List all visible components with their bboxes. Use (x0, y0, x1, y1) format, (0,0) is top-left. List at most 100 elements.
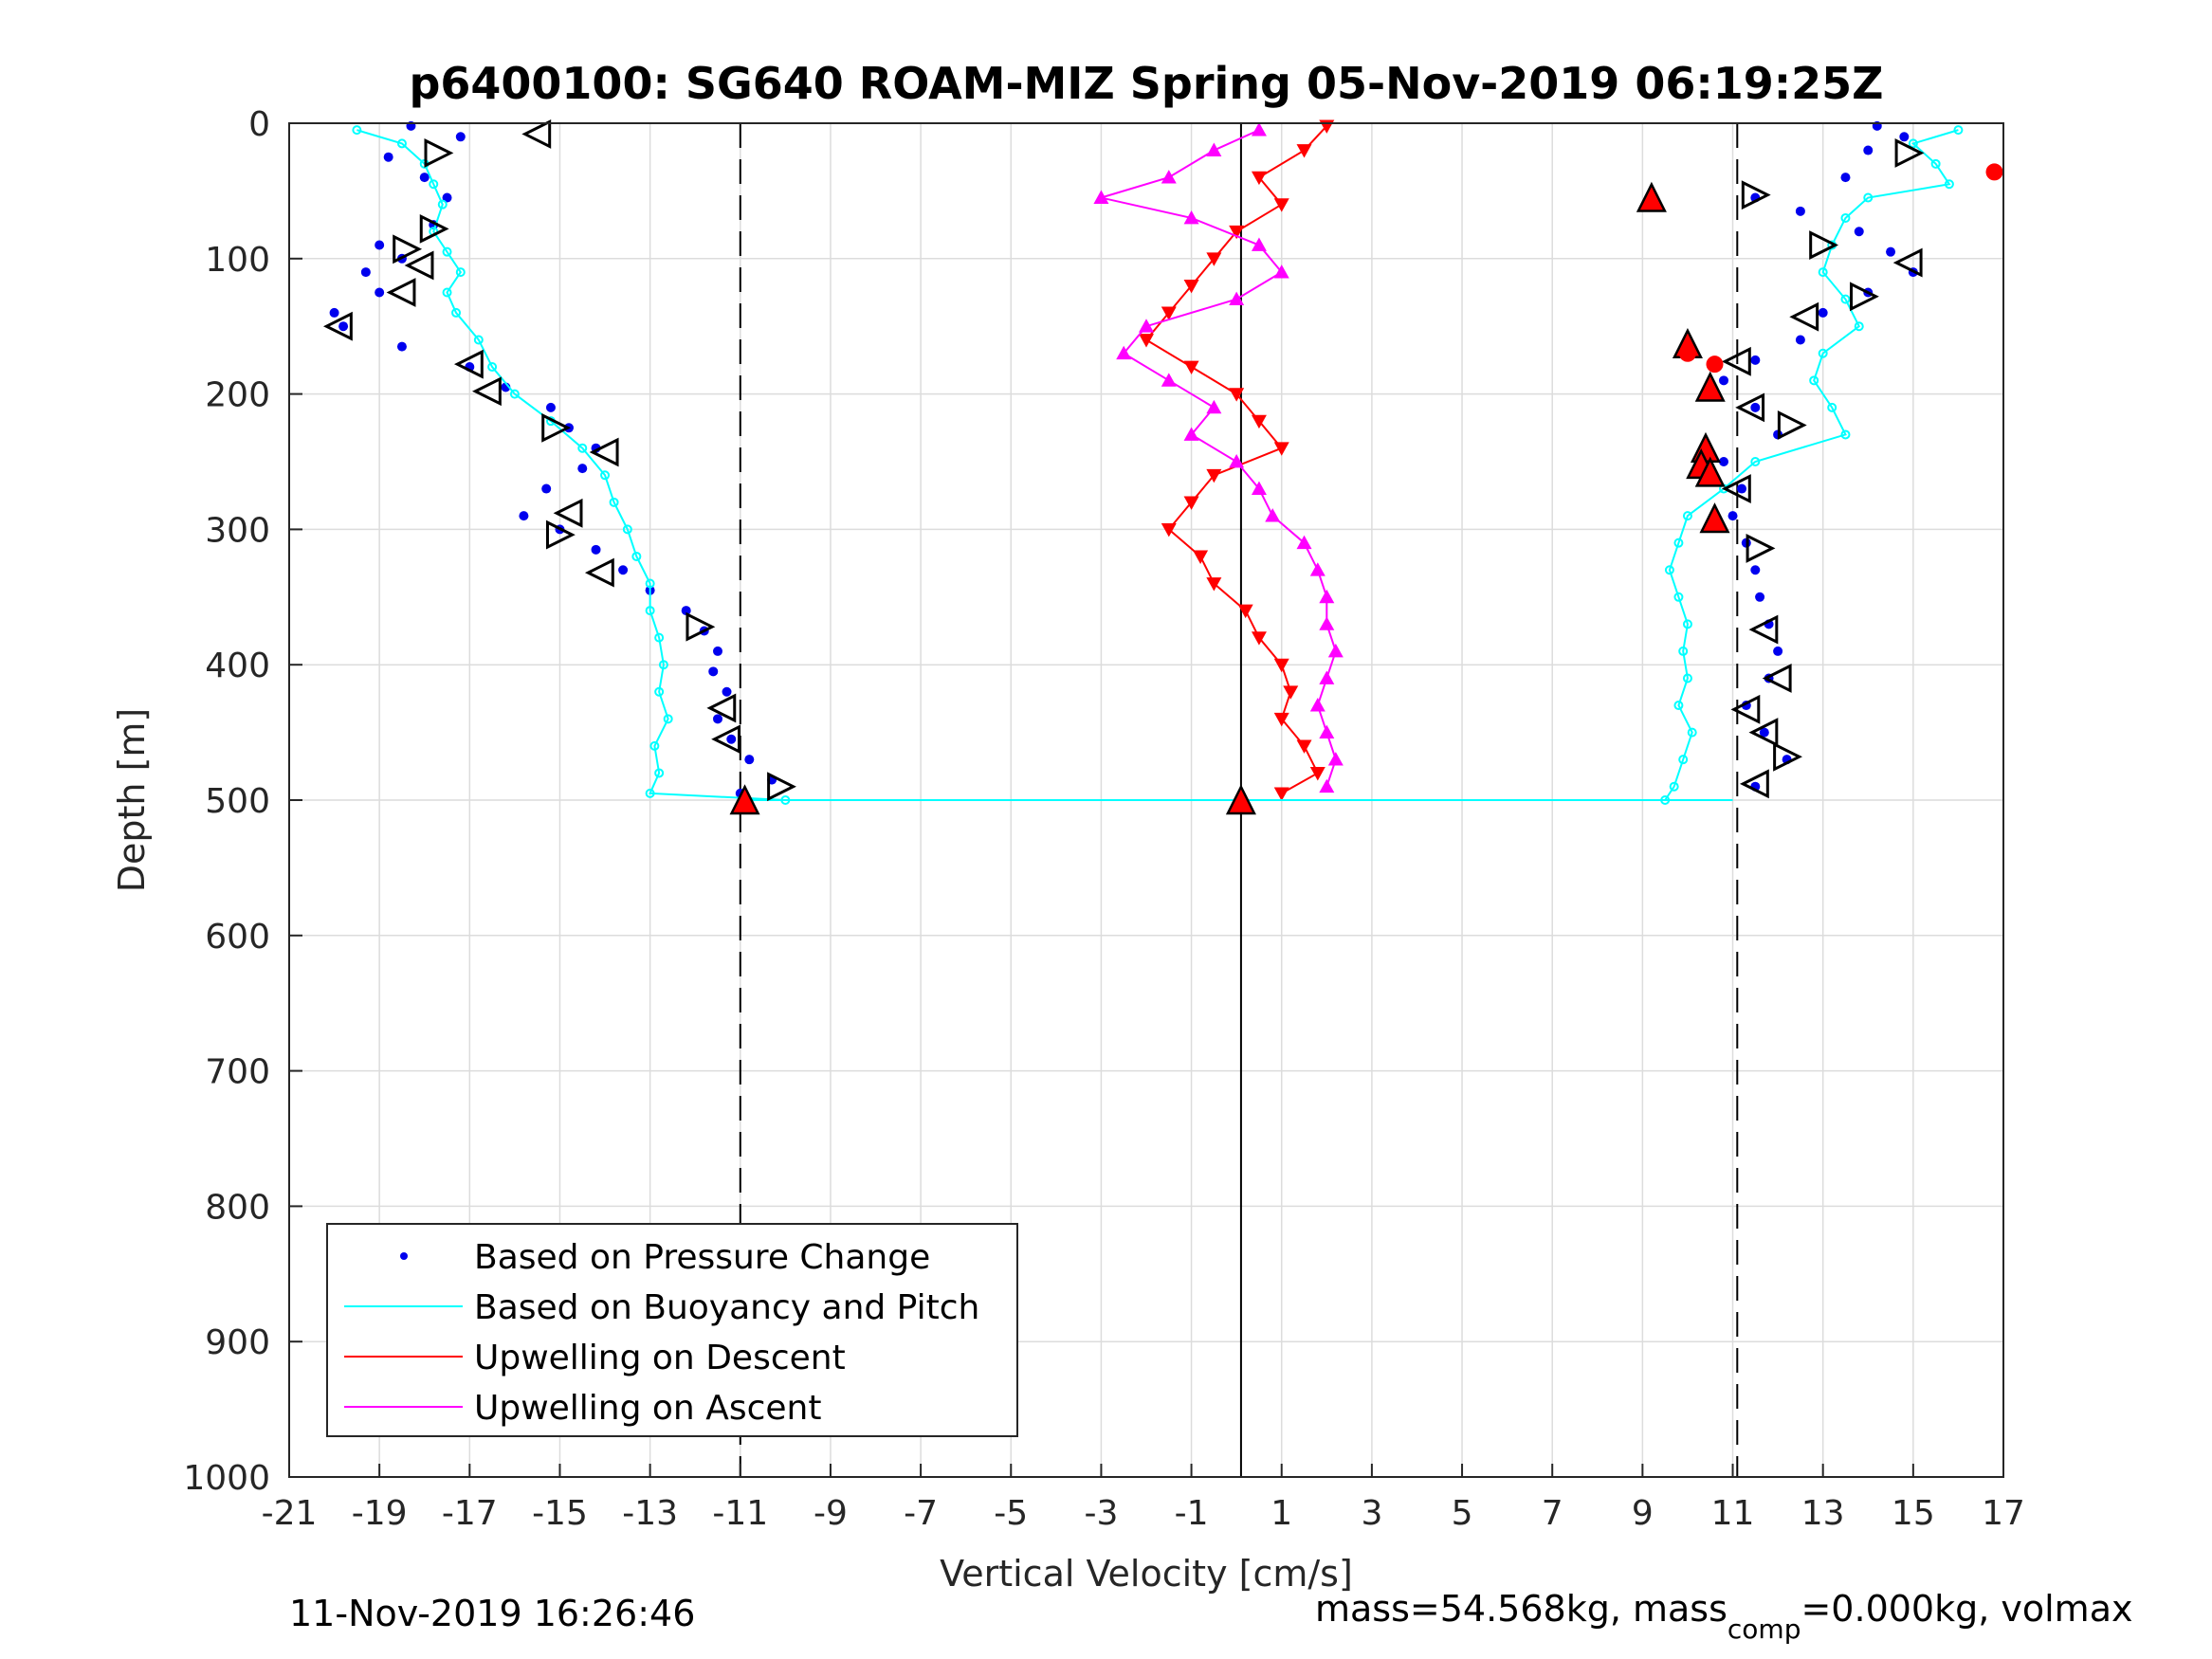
triangle-marker (322, 311, 353, 341)
buoyancy-point (654, 768, 665, 778)
pressure-point (618, 565, 629, 575)
pressure-point (519, 511, 529, 521)
buoyancy-point (654, 632, 665, 643)
pressure-point (338, 321, 349, 332)
pressure-point (1728, 511, 1738, 521)
pressure-point (1750, 402, 1761, 412)
x-tick-label: 5 (1452, 1494, 1473, 1533)
triangle-marker (1748, 718, 1779, 748)
buoyancy-point (1818, 348, 1828, 358)
buoyancy-point (1673, 538, 1684, 548)
x-tick-label: 1 (1271, 1494, 1292, 1533)
legend-label-descent: Upwelling on Descent (474, 1339, 846, 1377)
triangle-marker (404, 250, 434, 281)
pressure-point (726, 734, 737, 744)
footer-mass-suffix: =0.000kg, volmax (1801, 1588, 2132, 1630)
descent-point (1273, 787, 1289, 801)
descent-point (1251, 171, 1267, 186)
pressure-point (722, 686, 732, 697)
descent-point (1183, 279, 1199, 294)
triangle-marker (1773, 741, 1802, 772)
buoyancy-point (1678, 755, 1689, 765)
ascent-point (1183, 427, 1199, 441)
footer-mass-prefix: mass=54.568kg, mass (1315, 1588, 1728, 1630)
triangle-marker (767, 772, 796, 802)
red-dot-marker (1678, 344, 1696, 362)
pressure-point (396, 341, 407, 352)
x-tick-label: -3 (1084, 1494, 1118, 1533)
triangle-marker (686, 611, 716, 642)
ascent-point (1265, 508, 1281, 522)
pressure-point (1795, 335, 1805, 345)
pressure-point (455, 132, 466, 142)
y-tick-label: 200 (205, 376, 270, 415)
x-tick-label: 9 (1632, 1494, 1654, 1533)
triangle-marker (1741, 180, 1771, 210)
ascent-point (1319, 670, 1335, 684)
triangle-marker (1730, 694, 1761, 724)
pressure-point (577, 464, 588, 474)
y-tick-label: 800 (205, 1188, 270, 1227)
triangle-marker (1735, 392, 1765, 423)
triangle-marker (1894, 137, 1925, 168)
descent-point (1273, 712, 1289, 727)
y-tick-label: 300 (205, 511, 270, 550)
buoyancy-point (609, 497, 619, 507)
triangle-marker (1762, 664, 1792, 693)
pressure-point (1899, 132, 1910, 142)
buoyancy-point (1854, 321, 1864, 332)
series-layer (329, 119, 1964, 1477)
descent-point (1273, 442, 1289, 456)
buoyancy-point (1809, 375, 1819, 386)
y-axis: 0 100 200 300 400 500 600 700 800 900 1000 (183, 105, 302, 1498)
x-tick-label: -19 (352, 1494, 408, 1533)
triangle-marker (1748, 614, 1779, 645)
y-tick-label: 900 (205, 1323, 270, 1362)
buoyancy-point (1687, 727, 1697, 738)
red-dot-marker (1985, 163, 2003, 181)
x-axis-label: Vertical Velocity [cm/s] (940, 1553, 1353, 1595)
y-tick-label: 600 (205, 918, 270, 957)
buoyancy-point (1944, 179, 1954, 190)
triangle-marker (1721, 346, 1751, 376)
triangle-marker (706, 693, 737, 723)
buoyancy-line (1664, 129, 1959, 801)
x-tick-label: -1 (1175, 1494, 1209, 1533)
ascent-point (1161, 373, 1177, 387)
x-axis: -21 -19 -17 -15 -13 -11 -9 -7 -5 -3 -1 1 3 5 7 9 11 13 15 1… (262, 1464, 2025, 1533)
y-tick-label: 0 (248, 105, 270, 144)
descent-point (1296, 739, 1312, 754)
buoyancy-point (1682, 673, 1692, 684)
pressure-point (545, 402, 556, 412)
descent-point (1309, 767, 1325, 781)
pressure-point (1818, 307, 1828, 318)
descent-point (1161, 306, 1177, 320)
y-tick-label: 700 (205, 1053, 270, 1092)
buoyancy-point (645, 788, 655, 798)
buoyancy-point (429, 179, 439, 190)
ascent-point (1251, 237, 1267, 251)
buoyancy-point (1682, 511, 1692, 521)
buoyancy-point (1673, 592, 1684, 602)
pressure-point (1840, 173, 1851, 183)
pressure-point (708, 666, 719, 677)
red-up-marker (1694, 456, 1726, 487)
ascent-point (1319, 616, 1335, 630)
triangle-marker (1721, 474, 1751, 503)
pressure-point (1750, 565, 1761, 575)
ascent-point (1327, 643, 1344, 658)
pressure-point (375, 240, 385, 250)
buoyancy-point (396, 138, 407, 149)
triangle-marker (545, 520, 576, 550)
ascent-point (1206, 399, 1222, 414)
buoyancy-point (649, 740, 660, 751)
pressure-point (681, 606, 691, 616)
ascent-point (1139, 319, 1154, 333)
footer-timestamp: 11-Nov-2019 16:26:46 (289, 1593, 695, 1634)
legend-label-ascent: Upwelling on Ascent (474, 1389, 821, 1428)
ascent-point (1251, 481, 1267, 495)
red-up-marker (1225, 784, 1256, 815)
footer-mass-sub: comp (1728, 1613, 1801, 1645)
pressure-point (1773, 646, 1783, 656)
red-up-marker (1694, 371, 1726, 402)
